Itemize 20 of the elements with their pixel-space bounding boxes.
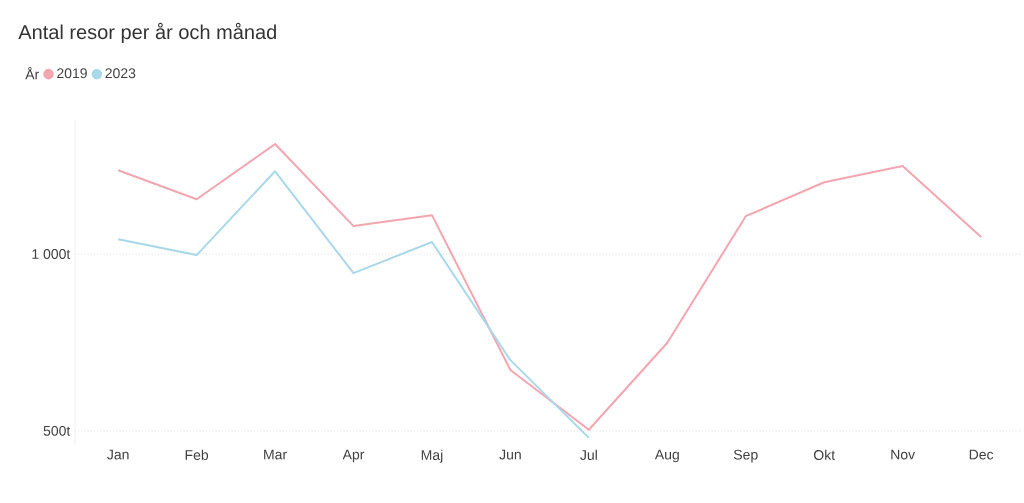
x-tick-label: Feb	[185, 449, 209, 460]
x-tick-label: Apr	[342, 449, 365, 463]
x-tick-label: Okt	[813, 449, 835, 460]
x-tick-label: Jul	[580, 449, 597, 460]
line-series	[117, 143, 983, 431]
x-tick-label: Nov	[891, 449, 916, 460]
legend-label: 2019	[57, 68, 87, 79]
x-tick-label: Maj	[421, 449, 443, 463]
chart-title: Antal resor per år och månad	[18, 22, 276, 44]
x-tick-label: Mar	[264, 449, 287, 460]
x-tick-label: Dec	[969, 449, 994, 460]
x-tick-label: Sep	[733, 449, 758, 463]
y-tick-label: 500t	[43, 425, 71, 436]
legend-title: År	[25, 67, 39, 80]
x-tick-label: Jun	[499, 449, 521, 460]
y-tick-label: 1 000t	[32, 249, 71, 259]
x-tick-label: Jan	[107, 449, 129, 460]
legend-label: 2023	[105, 68, 136, 79]
line-series	[117, 170, 590, 439]
x-tick-label: Aug	[654, 449, 679, 463]
